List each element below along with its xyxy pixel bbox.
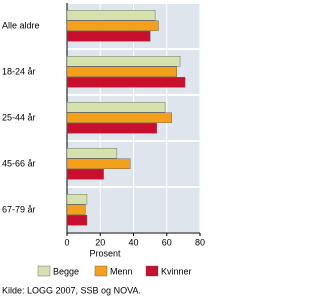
y-tick-label: 67-79 år — [2, 204, 36, 214]
legend-label: Begge — [53, 266, 79, 276]
x-tick-label: 80 — [195, 237, 205, 247]
bar — [66, 102, 166, 113]
legend-label: Kvinner — [161, 266, 192, 276]
bar — [66, 215, 88, 226]
x-tick-label: 60 — [162, 237, 172, 247]
bar — [66, 20, 159, 31]
y-tick-label: Alle aldre — [2, 20, 40, 30]
x-tick-label: 40 — [128, 237, 138, 247]
source: Kilde: LOGG 2007, SSB og NOVA. — [2, 285, 141, 295]
bar — [66, 169, 104, 180]
legend-label: Menn — [110, 266, 133, 276]
bar — [66, 194, 88, 205]
legend-swatch — [94, 265, 108, 277]
bar — [66, 123, 157, 134]
bar — [66, 77, 186, 88]
bar — [66, 56, 181, 67]
x-axis-label: Prosent — [89, 248, 121, 258]
legend-swatch — [145, 265, 159, 277]
bar — [66, 204, 86, 215]
chart: Prosent Kilde: LOGG 2007, SSB og NOVA. 0… — [2, 3, 205, 295]
y-tick-label: 45-66 år — [2, 158, 36, 168]
x-tick-label: 20 — [95, 237, 105, 247]
y-tick-label: 18-24 år — [2, 66, 36, 76]
y-tick-label: 25-44 år — [2, 112, 36, 122]
bar — [66, 148, 118, 159]
bar — [66, 31, 151, 42]
bar — [66, 66, 177, 77]
x-tick-label: 0 — [64, 237, 69, 247]
legend-swatch — [37, 265, 51, 277]
bar — [66, 10, 156, 21]
bar — [66, 158, 131, 169]
bar — [66, 112, 172, 123]
